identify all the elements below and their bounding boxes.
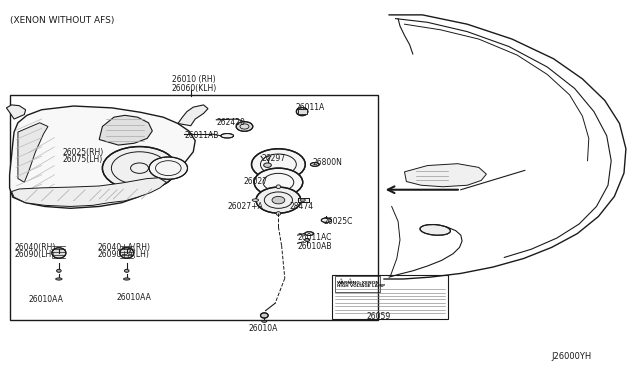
Ellipse shape [310,163,319,166]
Text: 26010 (RH): 26010 (RH) [172,76,215,84]
Ellipse shape [252,199,259,201]
Bar [332,275,448,319]
Ellipse shape [56,269,61,272]
Text: 26090(LH): 26090(LH) [14,250,54,259]
Text: 26075(LH): 26075(LH) [63,155,103,164]
Text: 26040+A(RH): 26040+A(RH) [97,243,150,252]
Polygon shape [404,164,486,187]
Text: 262420: 262420 [216,118,245,126]
Bar [335,276,380,292]
Circle shape [300,199,305,202]
Text: 26297: 26297 [261,154,285,163]
Text: 26060(KLH): 26060(KLH) [172,84,217,93]
Circle shape [254,168,303,196]
Ellipse shape [296,108,308,116]
Text: ⚠: ⚠ [338,278,344,284]
Text: 26010AB: 26010AB [298,242,332,251]
Ellipse shape [260,313,268,318]
Circle shape [272,196,285,204]
Polygon shape [6,105,26,119]
Text: 26800N: 26800N [312,158,342,167]
Polygon shape [18,123,48,182]
Text: ⚠: ⚠ [347,278,353,284]
Ellipse shape [276,212,280,215]
Circle shape [236,122,253,131]
Ellipse shape [52,248,66,258]
Polygon shape [178,105,208,126]
Text: 26027: 26027 [243,177,268,186]
Ellipse shape [420,225,451,235]
Ellipse shape [305,238,310,241]
Ellipse shape [124,269,129,272]
Ellipse shape [262,320,267,322]
Ellipse shape [120,248,134,258]
Text: 26040(RH): 26040(RH) [14,243,56,252]
Polygon shape [99,115,152,145]
Circle shape [252,149,305,180]
Ellipse shape [124,278,130,280]
Text: 26011AB: 26011AB [184,131,219,140]
Text: 26027+A: 26027+A [227,202,263,211]
Bar [10,95,378,320]
Bar [298,109,307,114]
Text: 26010A: 26010A [248,324,278,333]
Text: WARNING:XENON: WARNING:XENON [337,282,380,285]
Text: 26090+A(LH): 26090+A(LH) [97,250,149,259]
Text: 26025C: 26025C [323,217,353,226]
Ellipse shape [276,185,280,189]
Bar [298,198,309,202]
Polygon shape [10,106,195,208]
Ellipse shape [298,199,305,201]
Polygon shape [12,178,166,206]
Circle shape [102,147,177,190]
Text: 26025(RH): 26025(RH) [63,148,104,157]
Bar [298,198,309,202]
Ellipse shape [56,278,62,280]
Text: J26000YH: J26000YH [552,352,592,361]
Ellipse shape [321,218,332,222]
Text: 26059: 26059 [367,312,391,321]
Circle shape [149,157,188,179]
Text: 28474: 28474 [289,202,314,211]
Text: (XENON WITHOUT AFS): (XENON WITHOUT AFS) [10,16,114,25]
Text: 26010AA: 26010AA [28,295,63,304]
Text: HIGH VOLTAGE LAMP: HIGH VOLTAGE LAMP [337,284,385,288]
Ellipse shape [305,232,314,235]
Text: 26010AA: 26010AA [116,293,151,302]
Text: 26011A: 26011A [296,103,325,112]
Circle shape [256,187,301,213]
Circle shape [264,163,271,167]
Text: 26011AC: 26011AC [298,233,332,242]
Ellipse shape [221,134,234,138]
